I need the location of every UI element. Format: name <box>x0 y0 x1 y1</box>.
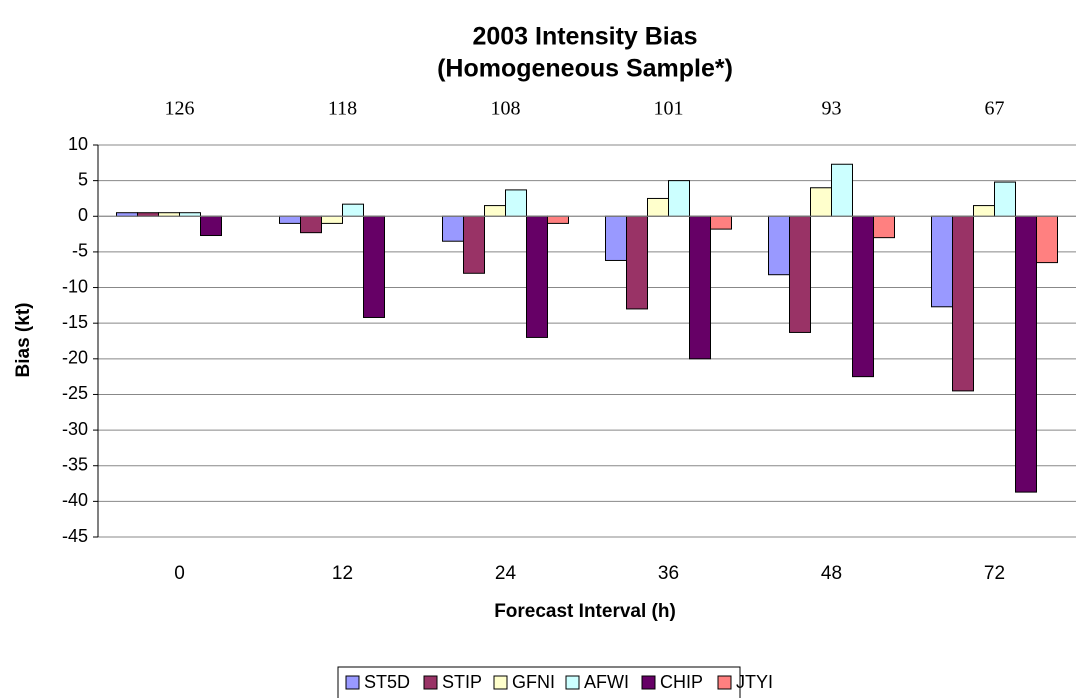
x-axis-title: Forecast Interval (h) <box>494 601 676 622</box>
bar <box>973 205 995 217</box>
bar <box>321 215 343 224</box>
bar <box>994 181 1016 217</box>
bar <box>463 215 485 274</box>
y-tick-label: -40 <box>62 490 88 510</box>
bar <box>710 215 732 230</box>
x-tick-label: 72 <box>984 563 1005 584</box>
x-tick-label: 24 <box>495 563 517 584</box>
legend-swatch <box>641 675 656 690</box>
chart-title: 2003 Intensity Bias <box>472 23 697 51</box>
bar <box>668 180 690 217</box>
legend-label: GFNI <box>512 672 555 692</box>
bar <box>626 215 648 310</box>
y-axis-title: Bias (kt) <box>13 303 34 378</box>
legend-label: STIP <box>442 672 482 692</box>
bar <box>768 215 790 276</box>
bar <box>1036 215 1058 264</box>
y-tick-label: -30 <box>62 419 88 439</box>
bar <box>952 215 974 392</box>
bar <box>116 212 138 217</box>
y-tick-label: -35 <box>62 454 88 474</box>
sample-size: 67 <box>985 98 1005 120</box>
sample-size: 118 <box>328 98 357 120</box>
bar <box>689 215 711 360</box>
x-tick-label: 36 <box>658 563 679 584</box>
bar <box>852 215 874 378</box>
y-tick-label: 5 <box>78 169 88 189</box>
sample-size: 108 <box>491 98 521 120</box>
x-tick-label: 48 <box>821 563 842 584</box>
sample-size: 101 <box>654 98 684 120</box>
bar <box>1015 215 1037 493</box>
bar <box>279 215 301 224</box>
bar <box>200 215 222 237</box>
y-tick-label: 10 <box>68 134 88 154</box>
y-tick-label: -45 <box>62 526 88 546</box>
bar <box>300 215 322 234</box>
bar <box>810 187 832 217</box>
legend-label: JTYI <box>736 672 773 692</box>
bar <box>831 163 853 217</box>
bar <box>931 215 953 308</box>
legend-swatch <box>493 675 508 690</box>
x-tick-label: 12 <box>332 563 353 584</box>
legend-box <box>337 666 741 698</box>
legend-label: CHIP <box>660 672 703 692</box>
sample-size: 126 <box>165 98 195 120</box>
bar <box>547 215 569 224</box>
legend-label: ST5D <box>364 672 410 692</box>
bar <box>505 189 527 217</box>
bar <box>605 215 627 261</box>
bar <box>363 215 385 318</box>
bar <box>342 203 364 217</box>
bar <box>647 197 669 217</box>
chart-subtitle: (Homogeneous Sample*) <box>437 55 733 83</box>
bar <box>789 215 811 333</box>
y-tick-label: -25 <box>62 383 88 403</box>
y-tick-label: -20 <box>62 348 88 368</box>
legend-swatch <box>423 675 438 690</box>
legend-swatch <box>565 675 580 690</box>
bar <box>484 205 506 217</box>
x-tick-label: 0 <box>174 563 185 584</box>
bar <box>442 215 464 242</box>
legend-label: AFWI <box>584 672 629 692</box>
bar <box>873 215 895 239</box>
legend-swatch <box>717 675 732 690</box>
y-tick-label: 0 <box>78 205 88 225</box>
bar <box>179 212 201 217</box>
bar <box>137 212 159 217</box>
y-tick-label: -15 <box>62 312 88 332</box>
legend-swatch <box>345 675 360 690</box>
sample-size: 93 <box>822 98 842 120</box>
bar <box>526 215 548 338</box>
y-tick-label: -10 <box>62 276 88 296</box>
y-tick-label: -5 <box>72 241 88 261</box>
bar <box>158 212 180 217</box>
